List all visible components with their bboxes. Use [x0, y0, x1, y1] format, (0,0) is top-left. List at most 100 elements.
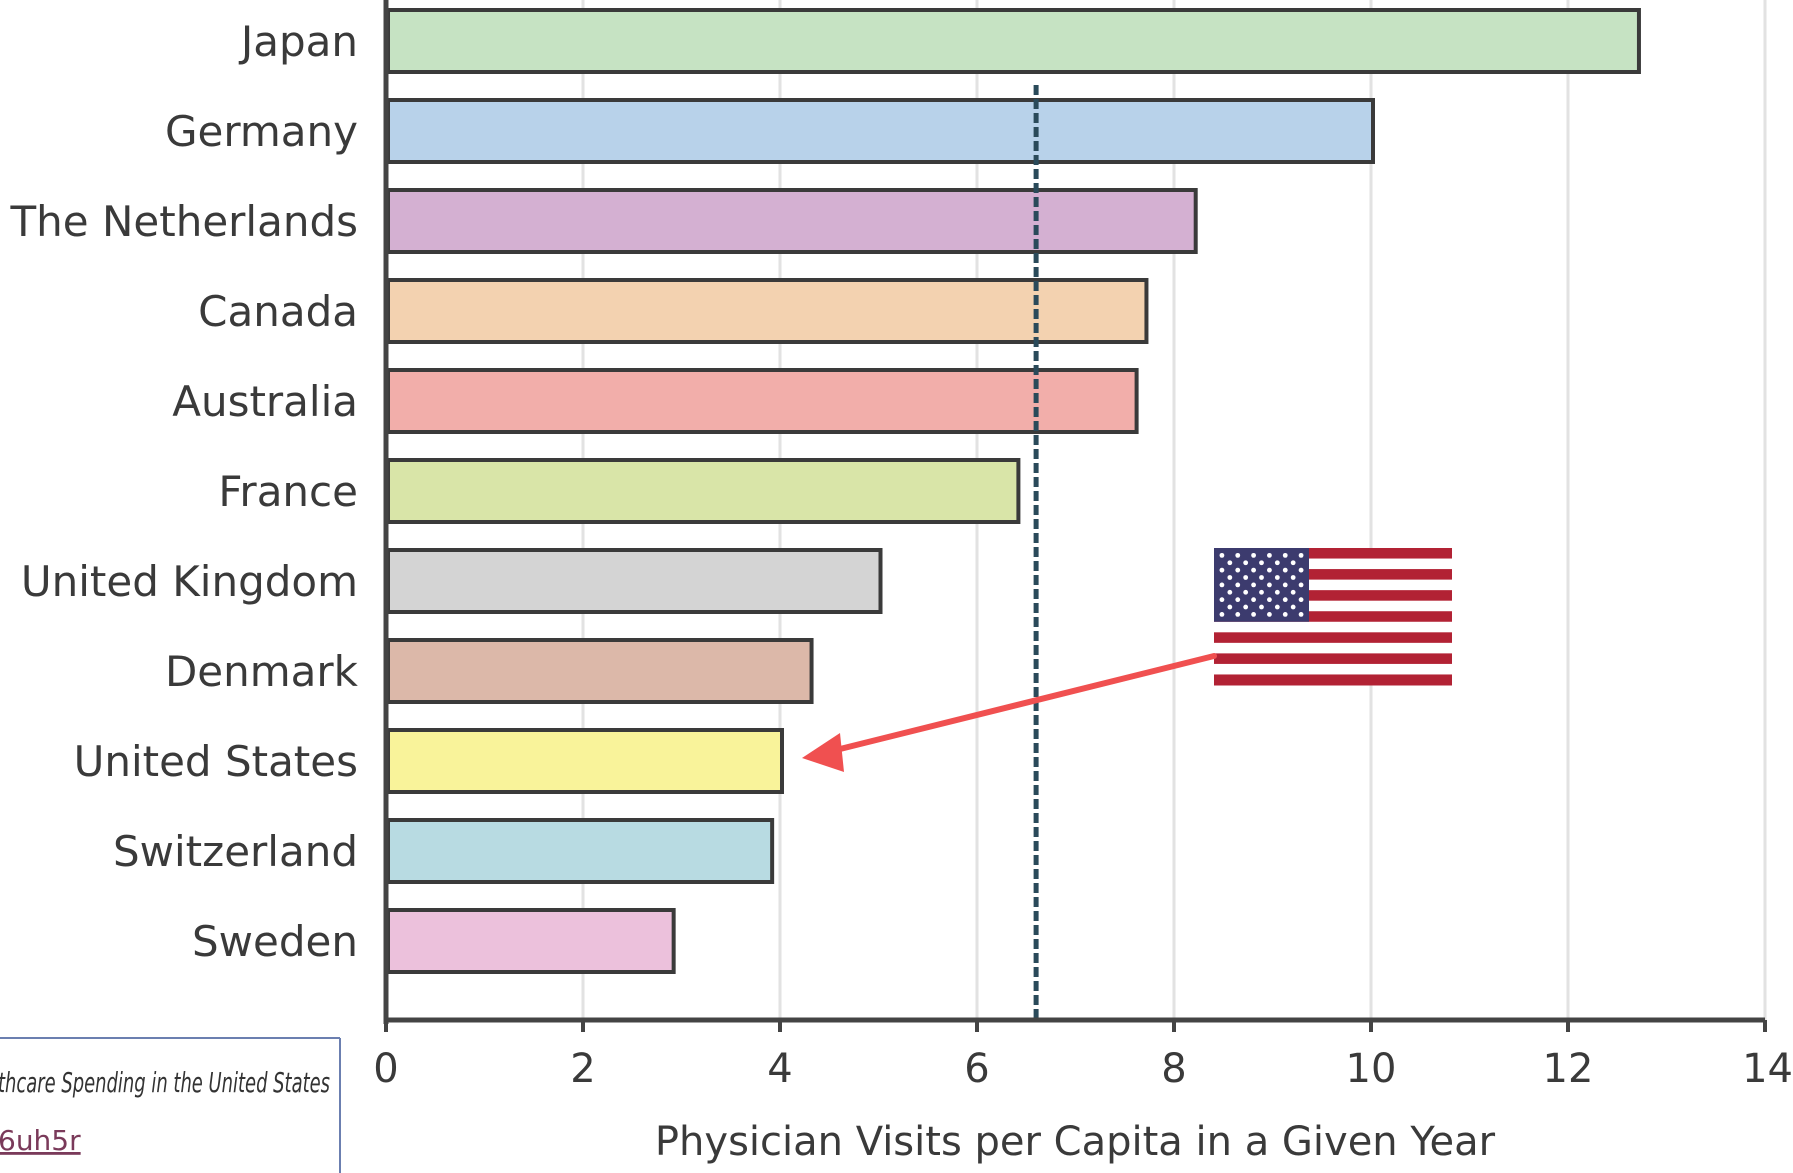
x-tick-label: 12 — [1543, 1046, 1594, 1092]
flag-star — [1227, 589, 1233, 595]
flag-canton — [1214, 548, 1309, 622]
flag-stripe — [1214, 663, 1452, 675]
flag-star — [1267, 552, 1272, 558]
flag-star — [1290, 604, 1296, 610]
x-axis: 0 2 4 6 8 10 12 14 — [373, 0, 1793, 1092]
flag-star — [1235, 552, 1241, 558]
category-label: Denmark — [165, 647, 359, 696]
x-tick-label: 2 — [570, 1046, 595, 1092]
flag-star — [1282, 567, 1288, 573]
flag-star — [1251, 582, 1256, 588]
category-label: The Netherlands — [10, 197, 358, 246]
flag-stripe — [1214, 548, 1452, 560]
x-tick-label: 10 — [1346, 1046, 1397, 1092]
flag-star — [1235, 611, 1241, 617]
flag-star — [1274, 575, 1280, 580]
category-label: United States — [74, 737, 358, 786]
flag-star — [1290, 560, 1296, 566]
x-tick-label: 4 — [767, 1046, 792, 1092]
category-labels: Japan Germany The Netherlands Canada Austral… — [10, 17, 359, 966]
flag-star — [1243, 589, 1249, 595]
flag-star — [1243, 560, 1249, 566]
flag-star — [1282, 552, 1288, 558]
flag-star — [1219, 582, 1225, 588]
flag-star — [1259, 560, 1264, 566]
flag-star — [1298, 582, 1304, 588]
bar-the-netherlands — [386, 188, 1198, 254]
flag-star — [1251, 567, 1256, 573]
flag-stripe — [1214, 590, 1452, 602]
flag-star — [1219, 611, 1225, 617]
flag-star — [1219, 597, 1225, 603]
flag-star — [1219, 552, 1225, 558]
x-tick-label: 6 — [964, 1046, 989, 1092]
bar-australia — [386, 368, 1139, 434]
flag-stripe — [1214, 653, 1452, 665]
flag-star — [1267, 611, 1272, 617]
flag-star — [1251, 597, 1256, 603]
flag-star — [1298, 597, 1304, 603]
bar-germany — [386, 98, 1375, 164]
annotation-arrow-shaft — [829, 653, 1217, 754]
bar-japan — [386, 8, 1641, 74]
bars — [386, 8, 1641, 974]
flag-star — [1274, 604, 1280, 610]
flag-star — [1267, 582, 1272, 588]
flag-star — [1227, 575, 1233, 580]
flag-star — [1251, 552, 1256, 558]
bar-united-states — [386, 728, 784, 794]
flag-stripe — [1214, 558, 1452, 570]
category-label: France — [218, 467, 358, 516]
flag-stripe — [1214, 674, 1452, 686]
flag-star — [1274, 560, 1280, 566]
flag-star — [1282, 611, 1288, 617]
flag-stripe — [1214, 569, 1452, 581]
flag-star — [1298, 567, 1304, 573]
flag-star — [1227, 604, 1233, 610]
flag-star — [1259, 589, 1264, 595]
flag-star — [1298, 611, 1304, 617]
category-label: United Kingdom — [21, 557, 358, 606]
category-label: Germany — [165, 107, 358, 156]
bar-switzerland — [386, 818, 775, 884]
flag-star — [1235, 582, 1241, 588]
bar-united-kingdom — [386, 548, 883, 614]
flag-star — [1243, 575, 1249, 580]
category-label: Australia — [172, 377, 358, 426]
flag-stripe — [1214, 632, 1452, 644]
x-tick-label: 8 — [1161, 1046, 1186, 1092]
flag-star — [1259, 604, 1264, 610]
flag-stripe — [1214, 611, 1452, 623]
category-label: Switzerland — [113, 827, 358, 876]
flag-stripe — [1214, 621, 1452, 633]
x-tick-label: 0 — [373, 1046, 398, 1092]
bar-sweden — [386, 908, 676, 974]
flag-star — [1243, 604, 1249, 610]
flag-star — [1290, 589, 1296, 595]
flag-star — [1267, 597, 1272, 603]
flag-star — [1267, 567, 1272, 573]
flag-star — [1259, 575, 1264, 580]
x-axis-title: Physician Visits per Capita in a Given Y… — [655, 1119, 1496, 1165]
flag-star — [1282, 582, 1288, 588]
annotation-arrow — [802, 653, 1217, 772]
x-tick-label: 14 — [1742, 1046, 1793, 1092]
annotation-arrow-head — [802, 733, 844, 772]
flag-stripe — [1214, 600, 1452, 612]
category-label: Japan — [238, 17, 358, 66]
flag-star — [1227, 560, 1233, 566]
flag-star — [1219, 567, 1225, 573]
flag-stripe — [1214, 579, 1452, 591]
flag-star — [1274, 589, 1280, 595]
flag-star — [1298, 552, 1304, 558]
flag-star — [1235, 597, 1241, 603]
flag-star — [1235, 567, 1241, 573]
source-note-title: thcare Spending in the United States — [0, 1066, 330, 1099]
category-label: Canada — [198, 287, 358, 336]
source-note-link[interactable]: 6uh5r — [0, 1124, 81, 1157]
flag-stripe — [1214, 642, 1452, 654]
flag-star — [1251, 611, 1256, 617]
flag-star — [1282, 597, 1288, 603]
bar-france — [386, 458, 1021, 524]
